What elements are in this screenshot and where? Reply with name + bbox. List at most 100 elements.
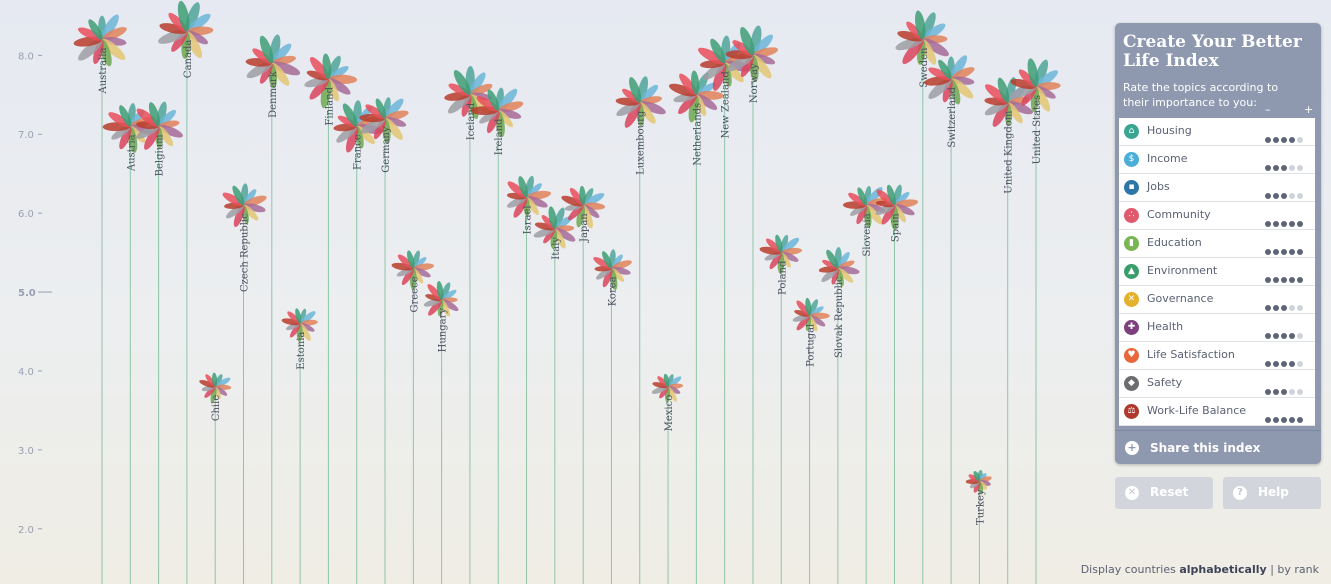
- rating-dot[interactable]: [1289, 165, 1295, 171]
- country-flower-france[interactable]: France: [333, 100, 384, 584]
- country-flower-ireland[interactable]: Ireland: [470, 86, 525, 584]
- country-flower-portugal[interactable]: Portugal: [792, 297, 830, 584]
- rating-dot[interactable]: [1273, 137, 1279, 143]
- country-flower-israel[interactable]: Israel: [505, 175, 552, 584]
- country-flower-netherlands[interactable]: Netherlands: [668, 70, 724, 584]
- rating-dot[interactable]: [1289, 333, 1295, 339]
- rating-dot[interactable]: [1297, 193, 1303, 199]
- rating-dot[interactable]: [1297, 277, 1303, 283]
- rating-dot[interactable]: [1265, 221, 1271, 227]
- help-button[interactable]: ? Help: [1223, 477, 1321, 509]
- country-flower-mexico[interactable]: Mexico: [651, 373, 684, 584]
- country-flower-italy[interactable]: Italy: [533, 206, 578, 584]
- rating-dot[interactable]: [1265, 361, 1271, 367]
- topic-housing[interactable]: ⌂ Housing: [1119, 118, 1315, 146]
- rating-dot[interactable]: [1297, 389, 1303, 395]
- rating-dot[interactable]: [1289, 389, 1295, 395]
- country-flower-iceland[interactable]: Iceland: [444, 65, 494, 584]
- rating-dot[interactable]: [1265, 165, 1271, 171]
- sort-by-rank-link[interactable]: by rank: [1277, 563, 1319, 576]
- country-flower-slovak-republic[interactable]: Slovak Republic: [818, 246, 860, 584]
- topic-safety[interactable]: ◆ Safety: [1119, 370, 1315, 398]
- rating-dot[interactable]: [1281, 305, 1287, 311]
- country-flower-new-zealand[interactable]: New Zealand: [696, 35, 754, 584]
- rating-dot[interactable]: [1273, 361, 1279, 367]
- country-flower-poland[interactable]: Poland: [759, 234, 803, 584]
- country-flower-switzerland[interactable]: Switzerland: [924, 53, 977, 584]
- country-flower-australia[interactable]: Australia: [73, 12, 128, 584]
- topic-work-life-balance[interactable]: ⚖ Work-Life Balance: [1119, 398, 1315, 426]
- rating-dot[interactable]: [1289, 277, 1295, 283]
- country-flower-hungary[interactable]: Hungary: [423, 281, 460, 584]
- topic-income[interactable]: $ Income: [1119, 146, 1315, 174]
- country-flower-denmark[interactable]: Denmark: [245, 34, 302, 584]
- rating-dot[interactable]: [1289, 417, 1295, 423]
- rating-dot[interactable]: [1281, 417, 1287, 423]
- share-button[interactable]: + Share this index: [1115, 430, 1321, 465]
- rating-dot[interactable]: [1289, 249, 1295, 255]
- rating-dots[interactable]: [1265, 240, 1305, 259]
- rating-dots[interactable]: [1265, 408, 1305, 427]
- country-flower-finland[interactable]: Finland: [303, 53, 358, 584]
- rating-dot[interactable]: [1265, 193, 1271, 199]
- rating-dot[interactable]: [1273, 165, 1279, 171]
- country-flower-estonia[interactable]: Estonia: [281, 308, 318, 584]
- rating-dot[interactable]: [1273, 417, 1279, 423]
- rating-dot[interactable]: [1289, 193, 1295, 199]
- rating-dot[interactable]: [1273, 333, 1279, 339]
- sort-alphabetically-link[interactable]: alphabetically: [1179, 563, 1267, 576]
- topic-education[interactable]: ▮ Education: [1119, 230, 1315, 258]
- rating-dot[interactable]: [1281, 193, 1287, 199]
- rating-dot[interactable]: [1289, 137, 1295, 143]
- topic-jobs[interactable]: ▪ Jobs: [1119, 174, 1315, 202]
- rating-dot[interactable]: [1273, 277, 1279, 283]
- rating-dot[interactable]: [1281, 333, 1287, 339]
- rating-dots[interactable]: [1265, 352, 1305, 371]
- rating-dots[interactable]: [1265, 324, 1305, 343]
- rating-dot[interactable]: [1297, 361, 1303, 367]
- rating-dot[interactable]: [1265, 305, 1271, 311]
- rating-dot[interactable]: [1273, 193, 1279, 199]
- rating-dots[interactable]: [1265, 156, 1305, 175]
- topic-community[interactable]: ∴ Community: [1119, 202, 1315, 230]
- country-flower-germany[interactable]: Germany: [359, 96, 410, 584]
- country-flower-spain[interactable]: Spain: [874, 184, 919, 584]
- rating-dots[interactable]: [1265, 268, 1305, 287]
- rating-dots[interactable]: [1265, 184, 1305, 203]
- rating-dot[interactable]: [1297, 221, 1303, 227]
- rating-dot[interactable]: [1265, 277, 1271, 283]
- rating-dot[interactable]: [1289, 221, 1295, 227]
- country-flower-slovenia[interactable]: Slovenia: [842, 185, 888, 584]
- rating-dot[interactable]: [1289, 305, 1295, 311]
- country-flower-sweden[interactable]: Sweden: [894, 10, 951, 584]
- rating-dot[interactable]: [1281, 389, 1287, 395]
- country-flower-austria[interactable]: Austria: [102, 103, 157, 584]
- country-flower-czech-republic[interactable]: Czech Republic: [221, 183, 268, 584]
- topic-governance[interactable]: ✕ Governance: [1119, 286, 1315, 314]
- country-flower-belgium[interactable]: Belgium: [134, 101, 184, 584]
- rating-dot[interactable]: [1289, 361, 1295, 367]
- rating-dot[interactable]: [1281, 277, 1287, 283]
- country-flower-turkey[interactable]: Turkey: [965, 470, 993, 584]
- country-flower-canada[interactable]: Canada: [157, 0, 214, 584]
- country-flower-luxembourg[interactable]: Luxembourg: [614, 75, 667, 584]
- country-flower-norway[interactable]: Norway: [725, 25, 779, 584]
- rating-dots[interactable]: [1265, 128, 1305, 147]
- country-flower-chile[interactable]: Chile: [198, 372, 232, 584]
- rating-dot[interactable]: [1265, 249, 1271, 255]
- rating-dot[interactable]: [1265, 137, 1271, 143]
- rating-dot[interactable]: [1297, 417, 1303, 423]
- rating-dot[interactable]: [1281, 221, 1287, 227]
- topic-environment[interactable]: ▲ Environment: [1119, 258, 1315, 286]
- rating-dots[interactable]: [1265, 380, 1305, 399]
- topic-life-satisfaction[interactable]: ♥ Life Satisfaction: [1119, 342, 1315, 370]
- country-flower-united-kingdom[interactable]: United Kingdom: [983, 76, 1035, 584]
- country-flower-united-states[interactable]: United States: [1008, 57, 1061, 584]
- rating-dots[interactable]: [1265, 296, 1305, 315]
- country-flower-japan[interactable]: Japan: [560, 185, 606, 584]
- rating-dot[interactable]: [1273, 249, 1279, 255]
- rating-dot[interactable]: [1297, 165, 1303, 171]
- rating-dot[interactable]: [1273, 305, 1279, 311]
- country-flower-greece[interactable]: Greece: [391, 250, 435, 584]
- rating-dot[interactable]: [1297, 137, 1303, 143]
